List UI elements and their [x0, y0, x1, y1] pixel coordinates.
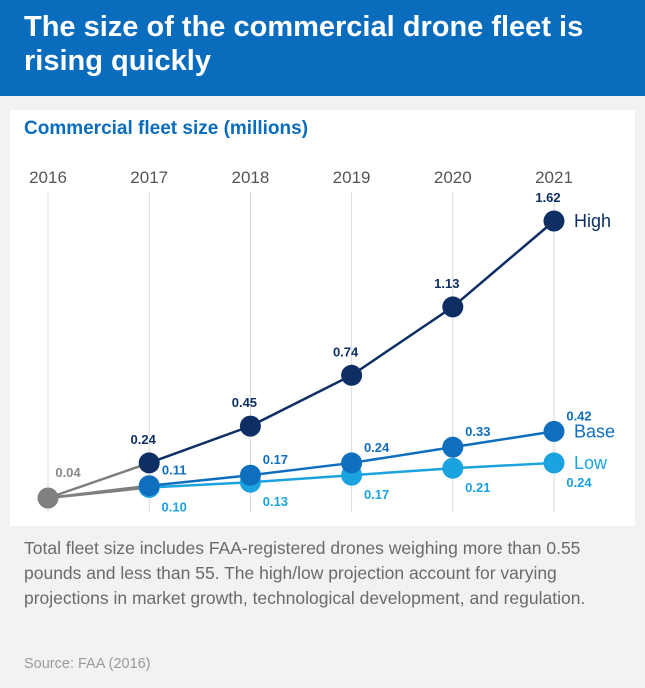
data-label-high-2020: 1.13	[434, 276, 459, 291]
data-label-low-2020: 0.21	[465, 480, 490, 495]
data-label-high-2018: 0.45	[232, 395, 257, 410]
line-chart: 2016 2017 2018 2019 2020 2021 0.04 0.24 0.45 0.74…	[29, 168, 615, 514]
data-label-base-2018: 0.17	[263, 452, 288, 467]
x-tick-label-2016: 2016	[29, 168, 67, 187]
data-label-start: 0.04	[55, 465, 81, 480]
x-tick-label-2019: 2019	[333, 168, 371, 187]
chart-title: Commercial fleet size (millions)	[24, 118, 309, 139]
data-label-high-2021: 1.62	[535, 190, 560, 205]
series-label-high: High	[574, 211, 611, 231]
point-base-2019	[341, 452, 363, 474]
data-label-low-2019: 0.17	[364, 487, 389, 502]
data-label-base-2019: 0.24	[364, 440, 390, 455]
point-base-2020	[442, 436, 464, 458]
data-label-low-2021: 0.24	[566, 475, 592, 490]
x-tick-label-2021: 2021	[535, 168, 573, 187]
header-banner: The size of the commercial drone fleet i…	[0, 0, 645, 96]
data-label-low-2018: 0.13	[263, 494, 288, 509]
chart-note: Total fleet size includes FAA-registered…	[24, 538, 586, 608]
x-tick-label-2017: 2017	[130, 168, 168, 187]
data-label-high-2017: 0.24	[131, 432, 157, 447]
series-label-low: Low	[574, 453, 608, 473]
point-base-2018	[239, 464, 261, 486]
point-high-2019	[341, 364, 363, 386]
point-start-2016	[37, 487, 59, 509]
page-title: The size of the commercial drone fleet i…	[24, 11, 584, 77]
series-label-base: Base	[574, 421, 615, 441]
series-start-segment-high	[47, 461, 150, 500]
point-low-2020	[442, 457, 464, 479]
series-start-segment-base	[47, 484, 150, 500]
data-label-base-2020: 0.33	[465, 424, 490, 439]
point-high-2021	[543, 210, 565, 232]
data-label-base-2017: 0.11	[162, 463, 187, 478]
data-label-high-2019: 0.74	[333, 344, 359, 359]
x-tick-label-2018: 2018	[231, 168, 269, 187]
point-high-2020	[442, 296, 464, 318]
data-label-low-2017: 0.10	[162, 499, 187, 514]
source-text: Source: FAA (2016)	[24, 656, 151, 672]
point-high-2017	[138, 452, 160, 474]
point-low-2021	[543, 452, 565, 474]
x-tick-label-2020: 2020	[434, 168, 472, 187]
chart-card	[10, 110, 635, 526]
point-base-2021	[543, 420, 565, 442]
data-label-base-2021: 0.42	[566, 408, 591, 423]
point-high-2018	[239, 415, 261, 437]
point-base-2017	[138, 475, 160, 497]
